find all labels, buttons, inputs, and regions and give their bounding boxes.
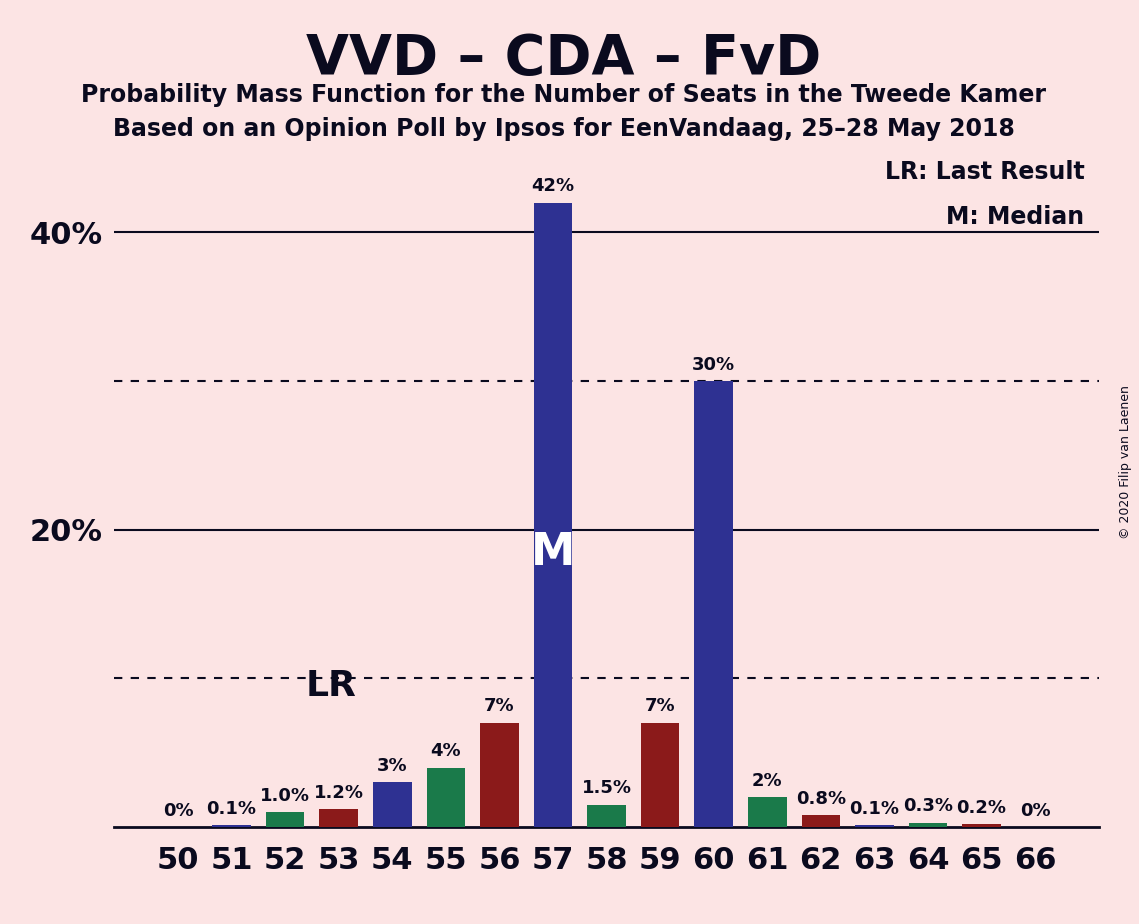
Text: Based on an Opinion Poll by Ipsos for EenVandaag, 25–28 May 2018: Based on an Opinion Poll by Ipsos for Ee… <box>113 117 1015 141</box>
Text: Probability Mass Function for the Number of Seats in the Tweede Kamer: Probability Mass Function for the Number… <box>81 83 1047 107</box>
Text: M: Median: M: Median <box>947 205 1084 229</box>
Text: 0.8%: 0.8% <box>796 790 846 808</box>
Bar <box>695 381 732 827</box>
Text: 7%: 7% <box>645 698 675 715</box>
Bar <box>802 815 841 827</box>
Text: 1.5%: 1.5% <box>582 779 631 797</box>
Bar <box>372 783 411 827</box>
Bar <box>641 723 679 827</box>
Bar <box>426 768 465 827</box>
Bar <box>319 809 358 827</box>
Bar <box>481 723 518 827</box>
Text: 0%: 0% <box>163 801 194 820</box>
Text: 42%: 42% <box>532 177 574 195</box>
Text: 7%: 7% <box>484 698 515 715</box>
Text: 1.2%: 1.2% <box>313 784 363 802</box>
Text: 3%: 3% <box>377 757 408 775</box>
Text: M: M <box>531 530 575 574</box>
Bar <box>855 825 894 827</box>
Bar <box>748 797 787 827</box>
Text: 0.1%: 0.1% <box>850 800 900 818</box>
Text: LR: LR <box>305 669 357 703</box>
Bar <box>962 824 1001 827</box>
Text: 4%: 4% <box>431 742 461 760</box>
Bar <box>588 805 625 827</box>
Text: 0%: 0% <box>1019 801 1050 820</box>
Text: VVD – CDA – FvD: VVD – CDA – FvD <box>306 32 821 86</box>
Bar <box>534 202 572 827</box>
Bar <box>212 825 251 827</box>
Text: 1.0%: 1.0% <box>260 786 310 805</box>
Text: 2%: 2% <box>752 772 782 790</box>
Text: 0.1%: 0.1% <box>206 800 256 818</box>
Text: 0.3%: 0.3% <box>903 797 953 815</box>
Text: LR: Last Result: LR: Last Result <box>885 161 1084 184</box>
Bar <box>265 812 304 827</box>
Text: 30%: 30% <box>693 356 735 373</box>
Text: © 2020 Filip van Laenen: © 2020 Filip van Laenen <box>1118 385 1132 539</box>
Bar <box>909 822 948 827</box>
Text: 0.2%: 0.2% <box>957 798 1007 817</box>
